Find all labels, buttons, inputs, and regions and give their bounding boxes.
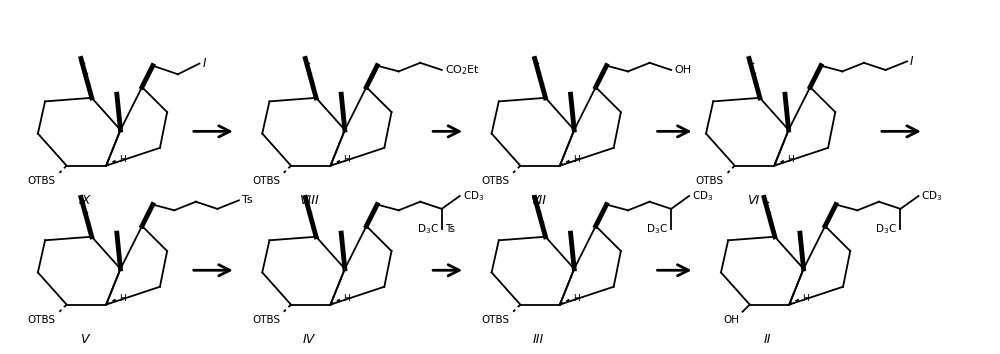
- Text: H: H: [802, 295, 809, 303]
- Text: VIII: VIII: [299, 194, 319, 207]
- Text: OH: OH: [674, 65, 691, 75]
- Text: H: H: [119, 295, 126, 303]
- Text: OTBS: OTBS: [28, 315, 56, 325]
- Text: Ts: Ts: [242, 195, 252, 205]
- Text: I: I: [910, 55, 913, 68]
- Text: D$_3$C: D$_3$C: [875, 222, 897, 236]
- Text: IV: IV: [303, 333, 315, 346]
- Text: OTBS: OTBS: [481, 176, 510, 187]
- Text: Ts: Ts: [445, 224, 455, 234]
- Text: CO$_2$Et: CO$_2$Et: [445, 63, 480, 77]
- Text: III: III: [533, 333, 544, 346]
- Text: OTBS: OTBS: [481, 315, 510, 325]
- Text: CD$_3$: CD$_3$: [692, 189, 713, 203]
- Text: CD$_3$: CD$_3$: [463, 189, 484, 203]
- Text: H: H: [343, 295, 350, 303]
- Text: H: H: [343, 155, 350, 165]
- Text: II: II: [764, 333, 771, 346]
- Text: OTBS: OTBS: [252, 176, 280, 187]
- Text: H: H: [573, 295, 580, 303]
- Text: VI: VI: [747, 194, 759, 207]
- Text: H: H: [119, 155, 126, 165]
- Text: OTBS: OTBS: [696, 176, 724, 187]
- Text: VII: VII: [530, 194, 546, 207]
- Text: I: I: [202, 57, 206, 70]
- Text: D$_3$C: D$_3$C: [417, 222, 438, 236]
- Text: H: H: [787, 155, 794, 165]
- Text: V: V: [80, 333, 89, 346]
- Text: OTBS: OTBS: [252, 315, 280, 325]
- Text: IX: IX: [78, 194, 91, 207]
- Text: OH: OH: [723, 315, 739, 325]
- Text: D$_3$C: D$_3$C: [646, 222, 668, 236]
- Text: H: H: [573, 155, 580, 165]
- Text: OTBS: OTBS: [28, 176, 56, 187]
- Text: CD$_3$: CD$_3$: [921, 189, 943, 203]
